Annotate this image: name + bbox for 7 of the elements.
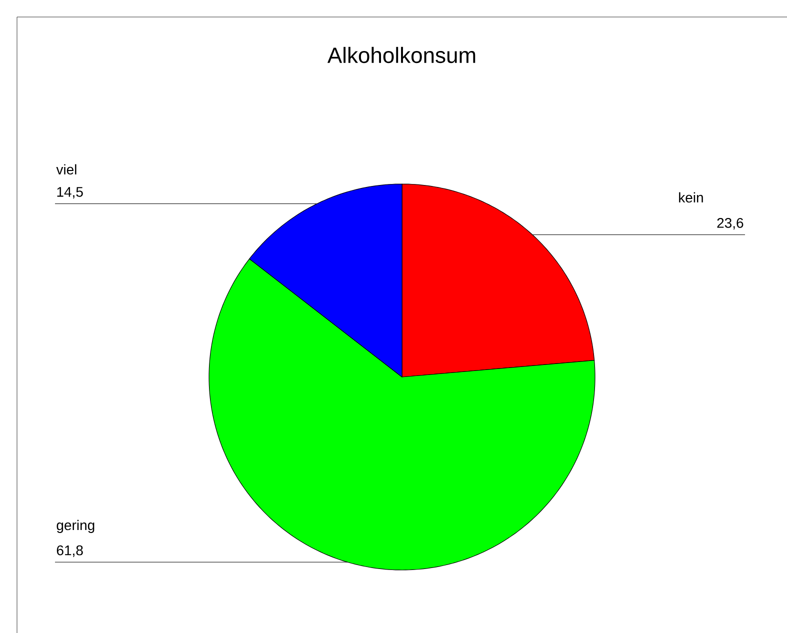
data-label: 23,6 [717,218,744,230]
slice-label: gering [56,520,94,533]
data-label: 14,5 [57,187,83,199]
data-label: 61,8 [56,545,83,557]
slice-label: kein [679,192,703,203]
slice-label: viel [56,164,76,175]
chart-title: Alkoholkonsum [327,46,476,64]
